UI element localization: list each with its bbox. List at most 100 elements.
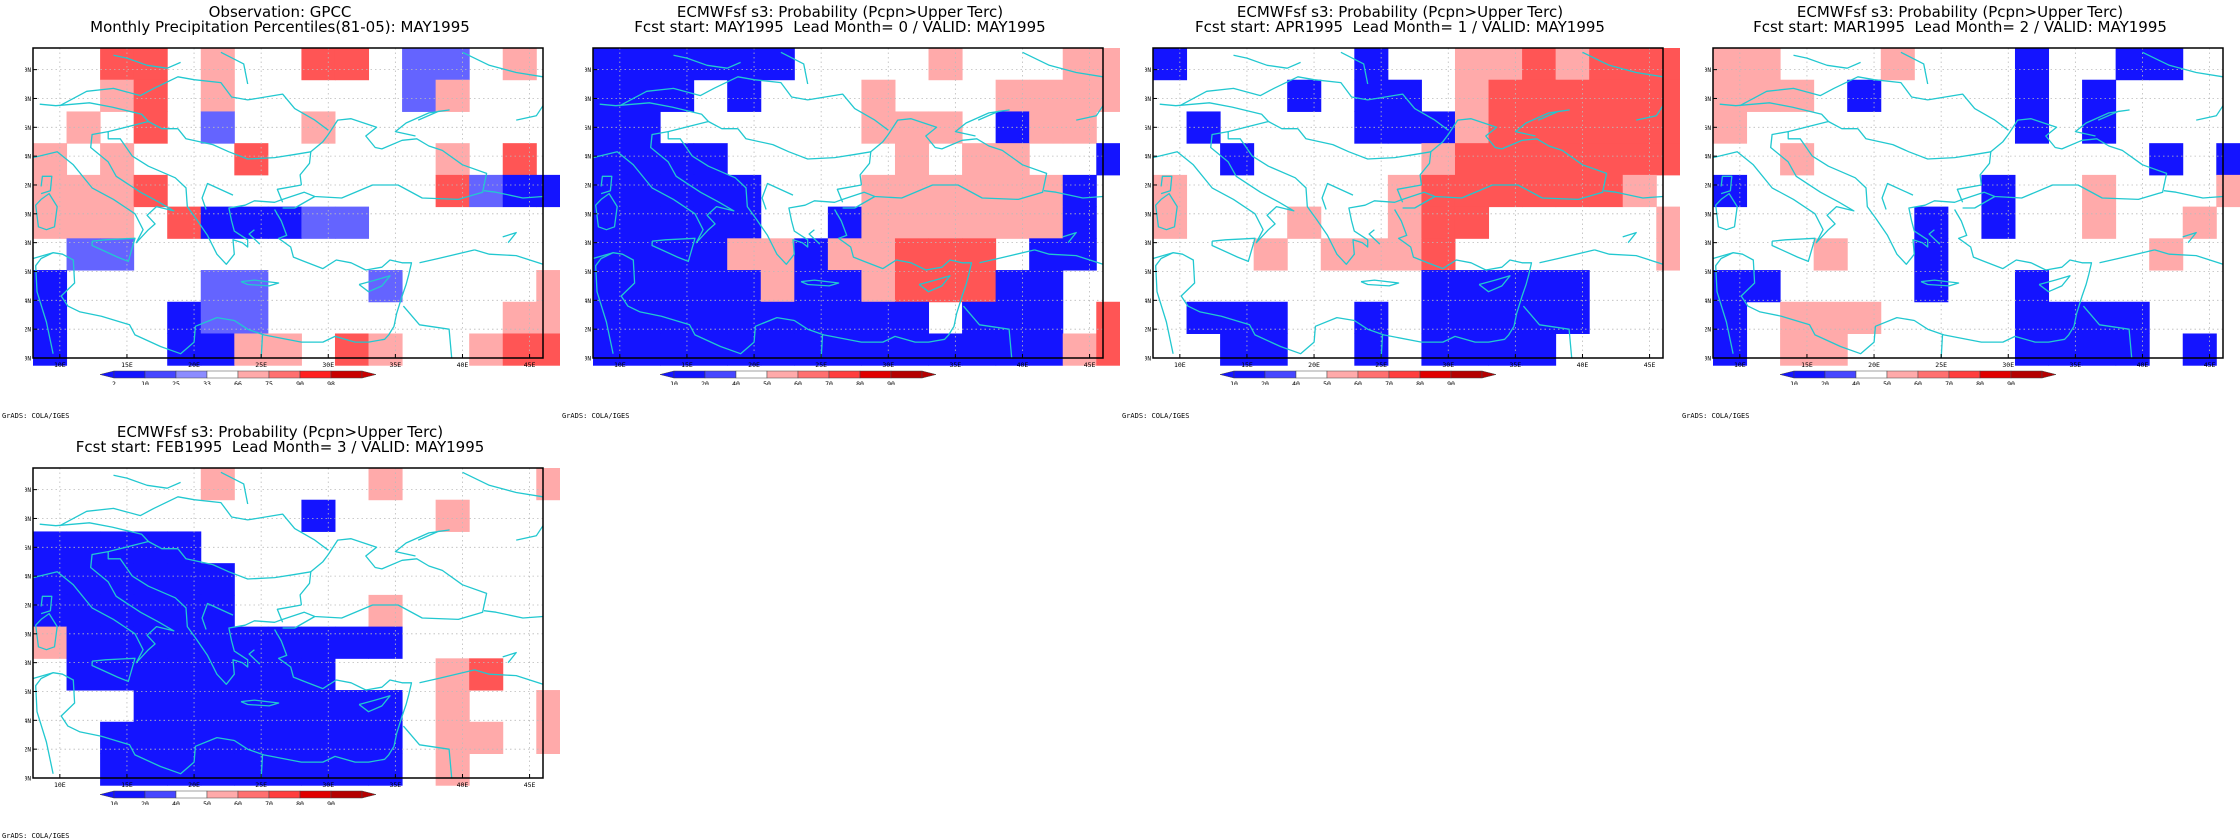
coastline (502, 651, 517, 664)
grid-cell (693, 333, 728, 366)
latitude-tick-label: 36N (25, 689, 31, 696)
grid-cell (1488, 174, 1523, 208)
latitude-tick-label: 44N (1145, 154, 1151, 161)
coastline (1297, 128, 1431, 160)
latitude-tick-label: 48N (25, 96, 31, 103)
colorbar-label: 70 (1945, 380, 1953, 385)
grads-credit: GrADS: COLA/IGES (1682, 412, 1750, 420)
grid-cell (794, 270, 829, 303)
coastline (40, 595, 53, 615)
grid-cell (1253, 301, 1288, 334)
coastline (1956, 184, 1982, 203)
latitude-tick-label: 48N (25, 516, 31, 523)
grid-cell (167, 594, 202, 628)
grid-cell (1555, 143, 1590, 176)
map-frame (32, 467, 544, 779)
coastline (474, 249, 544, 265)
grid-cell (727, 206, 762, 239)
grid-cell (200, 690, 235, 723)
grid-cell (1096, 143, 1120, 176)
coastline (1719, 102, 1829, 122)
grid-cell (894, 206, 930, 239)
grid-cell (33, 143, 68, 176)
coastline (1360, 279, 1400, 287)
coastline (962, 305, 1013, 359)
panel-subtitle: Fcst start: MAR1995 Lead Month= 2 / VALI… (1753, 18, 2167, 36)
grid-cell (1096, 48, 1120, 81)
grid-cell (727, 270, 762, 303)
grid-cell (100, 658, 135, 691)
grid-cell (100, 79, 135, 112)
grid-cell (1589, 143, 1624, 176)
grid-cell (33, 563, 68, 596)
grid-cell (1981, 174, 2016, 208)
coastline (2182, 231, 2197, 244)
coastline (483, 610, 544, 619)
latitude-tick-label: 32N (1705, 327, 1711, 334)
colorbar-label: 33 (203, 380, 211, 385)
grid-cell (66, 658, 101, 691)
latitude-tick-label: 40N (1145, 211, 1151, 218)
grid-cell (267, 690, 302, 723)
grid-cell (66, 238, 101, 271)
grid-cell (435, 174, 470, 208)
colorbar-label: 90 (2007, 380, 2015, 385)
latitude-tick-label: 34N (1145, 298, 1151, 305)
grid-cell (1555, 270, 1590, 303)
grid-cell (861, 206, 896, 239)
colorbar-label: 10 (670, 380, 678, 385)
map-frame (1712, 47, 2224, 359)
grid-cell (1029, 270, 1064, 303)
longitude-tick-label: 45E (1084, 361, 1096, 369)
longitude-tick-label: 10E (1734, 361, 1746, 369)
coastline (1152, 209, 1533, 355)
colorbar-label: 40 (172, 800, 180, 805)
grid-cell (435, 690, 470, 723)
coastline (1793, 54, 1861, 69)
colorbar-swatch (2010, 370, 2043, 379)
grid-cell (1186, 301, 1221, 334)
grid-cell (928, 238, 963, 271)
grid-cell (626, 48, 661, 81)
grid-cell (928, 206, 963, 239)
grid-cell (267, 206, 302, 239)
coastline (673, 54, 741, 69)
grid-cell (100, 48, 135, 81)
grid-cell (301, 690, 336, 723)
colorbar-label: 80 (856, 380, 864, 385)
grid-cell (861, 174, 896, 208)
grid-cell (234, 721, 269, 754)
coastline (1857, 128, 1991, 160)
grid-cell (66, 594, 101, 628)
coastline (248, 229, 261, 245)
grid-cell (167, 626, 202, 659)
longitude-tick-label: 20E (1868, 361, 1880, 369)
grid-cell (693, 143, 728, 176)
grid-cell (1421, 143, 1456, 176)
grid-cell (2182, 206, 2217, 239)
grid-cell (200, 594, 235, 628)
grid-cell (928, 111, 963, 144)
grid-cell (2149, 143, 2184, 176)
coastline (39, 102, 149, 122)
colorbar-label: 50 (1883, 380, 1891, 385)
coastline (1514, 109, 1570, 137)
grid-cell (1062, 333, 1097, 366)
coastline (40, 175, 53, 195)
latitude-tick-label: 34N (25, 298, 31, 305)
grid-cell (100, 238, 135, 271)
longitude-tick-label: 35E (389, 781, 401, 789)
grid-cell (502, 174, 537, 208)
grid-cell (1454, 79, 1490, 112)
grid-cell (502, 301, 537, 334)
coastline (113, 54, 181, 69)
longitude-tick-label: 40E (2137, 361, 2149, 369)
grid-cell (1153, 206, 1188, 239)
grads-credit: GrADS: COLA/IGES (2, 412, 70, 420)
colorbar-swatch (299, 370, 332, 379)
coastline (419, 669, 475, 684)
grid-cell (660, 48, 695, 81)
longitude-tick-label: 45E (524, 781, 536, 789)
coastline (502, 231, 517, 244)
colorbar-swatch (237, 790, 270, 799)
